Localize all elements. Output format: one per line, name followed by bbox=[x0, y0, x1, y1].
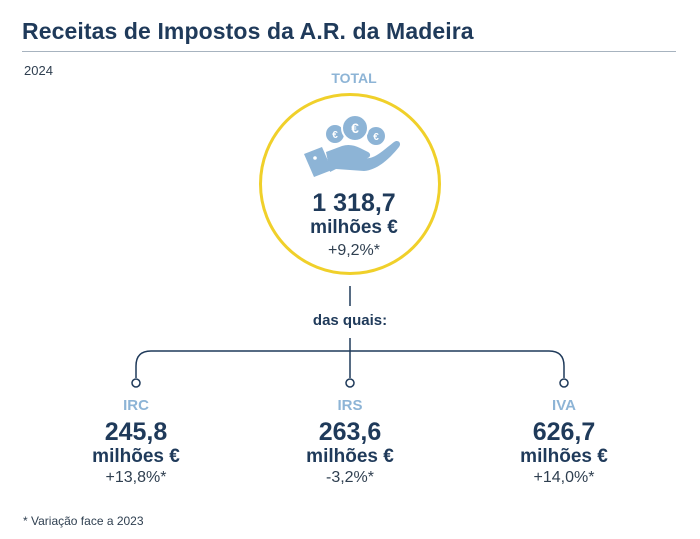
connector-node-irc bbox=[131, 378, 141, 388]
breakdown-unit: milhões € bbox=[92, 446, 180, 467]
breakdown-unit: milhões € bbox=[520, 446, 608, 467]
breakdown-unit: milhões € bbox=[306, 446, 394, 467]
breakdown-change: -3,2%* bbox=[325, 469, 375, 486]
breakdown-change: +13,8%* bbox=[105, 469, 167, 486]
breakdown-change: +14,0%* bbox=[533, 469, 595, 486]
footnote: * Variação face a 2023 bbox=[23, 514, 144, 528]
breakdown-item-irc: IRC 245,8 milhões € +13,8%* bbox=[56, 397, 216, 488]
total-change: +9,2%* bbox=[327, 242, 381, 259]
breakdown-value: 626,7 bbox=[532, 418, 596, 446]
total-circle bbox=[259, 93, 441, 275]
breakdown-name: IRS bbox=[337, 397, 363, 414]
svg-text:€: € bbox=[351, 120, 359, 136]
svg-text:€: € bbox=[373, 132, 379, 143]
total-unit: milhões € bbox=[310, 217, 398, 238]
year-label: 2024 bbox=[24, 63, 53, 78]
breakdown-value: 263,6 bbox=[318, 418, 382, 446]
connector-label: das quais: bbox=[312, 312, 388, 329]
hand-holding-euro-coins-icon: € € € bbox=[302, 114, 402, 180]
connector-node-irs bbox=[345, 378, 355, 388]
breakdown-item-irs: IRS 263,6 milhões € -3,2%* bbox=[270, 397, 430, 488]
total-value: 1 318,7 bbox=[312, 189, 396, 217]
breakdown-name: IRC bbox=[123, 397, 149, 414]
total-label: TOTAL bbox=[331, 70, 377, 86]
page-title: Receitas de Impostos da A.R. da Madeira bbox=[22, 18, 474, 44]
connector-node-iva bbox=[559, 378, 569, 388]
title-divider bbox=[22, 51, 676, 52]
breakdown-value: 245,8 bbox=[104, 418, 168, 446]
breakdown-item-iva: IVA 626,7 milhões € +14,0%* bbox=[484, 397, 644, 488]
svg-text:€: € bbox=[332, 130, 338, 141]
breakdown-name: IVA bbox=[552, 397, 576, 414]
